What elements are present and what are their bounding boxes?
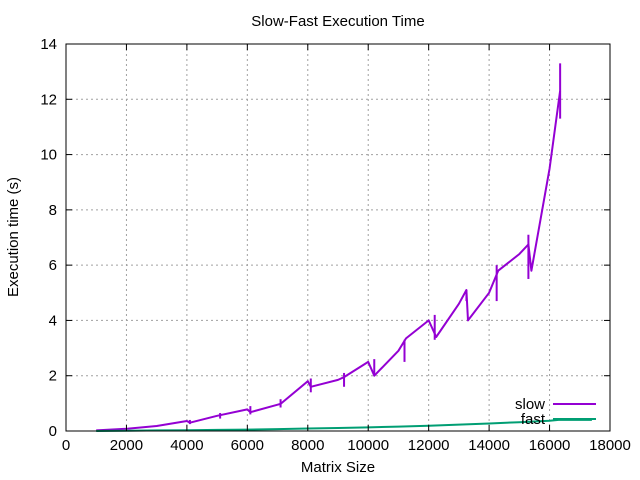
- x-tick-label: 8000: [291, 437, 324, 454]
- y-tick-label: 4: [49, 312, 57, 329]
- y-tick-label: 12: [40, 91, 57, 108]
- x-tick-label: 18000: [589, 437, 631, 454]
- legend-label-slow: slow: [515, 396, 545, 413]
- tick-labels: 0 2000 4000 6000 8000 10000 12000 14000 16000 180…: [40, 36, 631, 454]
- grid: [66, 44, 610, 431]
- chart-title: Slow-Fast Execution Time: [251, 13, 424, 30]
- x-axis-label: Matrix Size: [301, 459, 375, 476]
- x-tick-label: 6000: [231, 437, 264, 454]
- plot-frame: [65, 43, 611, 432]
- legend-label-fast: fast: [521, 411, 546, 428]
- x-tick-label: 16000: [529, 437, 571, 454]
- x-tick-label: 4000: [170, 437, 203, 454]
- x-tick-label: 0: [62, 437, 70, 454]
- x-tick-label: 14000: [468, 437, 510, 454]
- series-line-fast: [96, 418, 592, 432]
- plot-series: [96, 63, 592, 432]
- x-tick-label: 2000: [110, 437, 143, 454]
- y-tick-label: 8: [49, 202, 57, 219]
- y-tick-label: 6: [49, 257, 57, 274]
- y-tick-label: 10: [40, 147, 57, 164]
- x-tick-label: 10000: [347, 437, 389, 454]
- y-tick-label: 0: [49, 423, 57, 440]
- legend: slow fast: [515, 396, 596, 428]
- y-tick-label: 2: [49, 368, 57, 385]
- y-tick-label: 14: [40, 36, 57, 53]
- axes: [65, 43, 611, 432]
- y-axis-label: Execution time (s): [5, 177, 22, 297]
- x-tick-label: 12000: [408, 437, 450, 454]
- series-line-slow: [96, 90, 562, 432]
